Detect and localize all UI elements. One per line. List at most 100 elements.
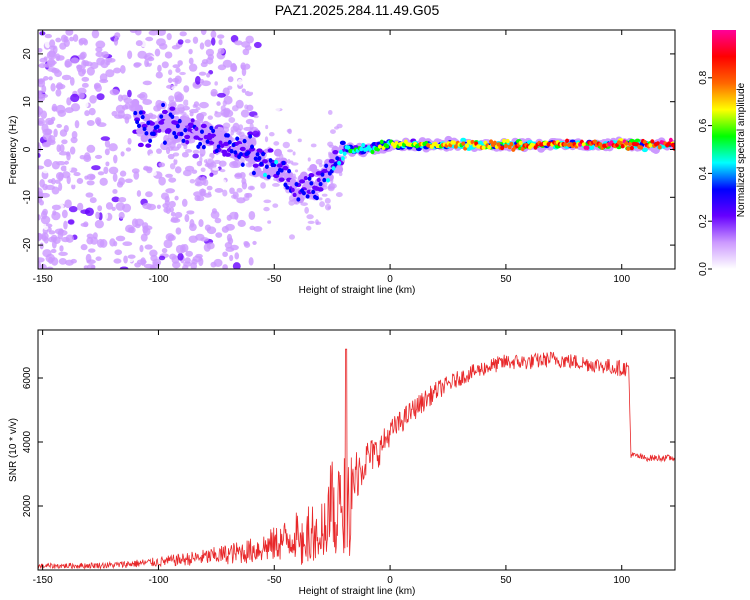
spectrogram-cell: [100, 112, 107, 121]
spectrogram-blobs: [38, 30, 675, 269]
spectrogram-cell: [224, 241, 233, 249]
spectrogram-cell: [342, 151, 347, 156]
spectrogram-cell: [666, 141, 671, 146]
spectrogram-cell: [260, 182, 266, 189]
spectrogram-cell: [288, 195, 295, 202]
spectrogram-cell: [86, 259, 96, 265]
spectrogram-cell: [81, 68, 87, 75]
spectrogram-cell: [318, 197, 323, 201]
spectrogram-cell: [85, 192, 94, 198]
snr-y-ticks: 2000 4000 6000: [22, 366, 675, 517]
spectrogram-cell: [166, 129, 171, 134]
spectrogram-cell: [216, 101, 221, 106]
spectrogram-cell: [84, 110, 90, 117]
spectrogram-cell: [304, 206, 309, 214]
spectrogram-cell: [257, 155, 262, 161]
spectrogram-cell: [50, 116, 56, 122]
spectrogram-cell: [292, 192, 297, 198]
spectrogram-cell: [86, 180, 95, 186]
spectrogram-cell: [505, 138, 510, 144]
spectrogram-cell: [114, 114, 124, 119]
spectrogram-cell: [138, 110, 143, 115]
spectrogram-cell: [227, 76, 234, 83]
spectrogram-cell: [100, 136, 111, 141]
spectrogram-cell: [44, 33, 52, 39]
spectrogram-cell: [219, 169, 226, 173]
spectrogram-cell: [237, 78, 243, 86]
spectrogram-cell: [300, 202, 308, 206]
spectrogram-cell: [335, 156, 340, 161]
spectrogram-cell: [272, 203, 279, 208]
spectrogram-cell: [297, 192, 304, 198]
spectrogram-cell: [42, 167, 50, 174]
spectrogram-cell: [70, 136, 78, 144]
spectrogram-cell: [328, 158, 335, 164]
spectrogram-cell: [119, 170, 127, 177]
x-tick-label: 100: [613, 274, 630, 285]
spectrogram-cell: [252, 163, 259, 168]
spectrogram-cell: [95, 256, 102, 261]
spectrogram-cell: [55, 37, 62, 43]
spectrogram-cell: [205, 139, 210, 144]
spectrogram-cell: [188, 124, 193, 129]
spectrogram-cell: [113, 154, 118, 164]
spectrogram-cell: [231, 194, 237, 199]
spectrogram-cell: [163, 239, 173, 249]
spectrogram-cell: [213, 258, 223, 267]
spectrogram-cell: [115, 235, 126, 242]
spectrogram-cell: [233, 112, 241, 119]
y-tick-label: 10: [22, 96, 33, 108]
spectrogram-cell: [273, 196, 280, 201]
spectrogram-cell: [139, 244, 144, 253]
spectrogram-cell: [520, 146, 525, 152]
x-tick-label: 100: [613, 575, 630, 586]
spectrogram-cell: [38, 47, 43, 53]
spectrogram-cell: [38, 117, 46, 127]
spectrogram-cell: [282, 165, 289, 171]
spectrogram-cell: [66, 163, 72, 172]
spectrogram-cell: [229, 187, 235, 195]
spectrogram-cell: [205, 57, 214, 65]
spectrogram-cell: [259, 161, 264, 167]
spectrogram-cell: [315, 158, 323, 165]
spectrogram-cell: [136, 123, 141, 129]
spectrogram-cell: [241, 177, 247, 185]
spectrogram-cell: [239, 146, 246, 152]
spectrogram-cell: [157, 128, 162, 133]
spectrogram-cell: [76, 64, 83, 73]
spectrogram-cell: [129, 30, 138, 34]
spectrogram-cell: [247, 131, 254, 136]
spectrogram-cell: [99, 102, 106, 110]
spectrogram-cell: [202, 179, 209, 187]
spectrogram-cell: [66, 175, 71, 185]
spectrogram-cell: [294, 169, 299, 173]
spectrogram-cell: [287, 168, 292, 174]
spectrogram-cell: [83, 39, 89, 46]
spectrogram-cell: [58, 151, 68, 156]
spectrogram-cell: [168, 177, 177, 183]
spectrogram-cell: [324, 197, 331, 204]
spectrogram-cell: [246, 150, 251, 156]
spectrogram-cell: [225, 223, 235, 231]
spectrogram-cell: [240, 62, 246, 71]
spectrogram-cell: [86, 144, 96, 153]
spectrogram-cell: [267, 148, 274, 153]
spectrogram-cell: [229, 211, 239, 220]
spectrogram-cell: [255, 152, 260, 157]
spectrogram-cell: [109, 88, 120, 96]
spectrogram-cell: [148, 30, 159, 36]
spectrogram-cell: [80, 209, 91, 215]
spectrogram-cell: [149, 153, 159, 160]
spectrogram-cell: [220, 179, 227, 184]
spectrogram-cell: [51, 106, 58, 112]
spectrogram-cell: [61, 74, 72, 81]
colorbar-tick-label: 0.6: [698, 118, 709, 132]
spectrogram-cell: [39, 263, 48, 269]
spectrogram-cell: [492, 140, 497, 146]
x-tick-label: -50: [267, 575, 282, 586]
spectrogram-cell: [137, 93, 146, 99]
spectrogram-cell: [361, 142, 366, 148]
spectrogram-cell: [220, 143, 225, 148]
spectrogram-cell: [140, 134, 149, 143]
colorbar-tick-label: 0.8: [698, 70, 709, 84]
